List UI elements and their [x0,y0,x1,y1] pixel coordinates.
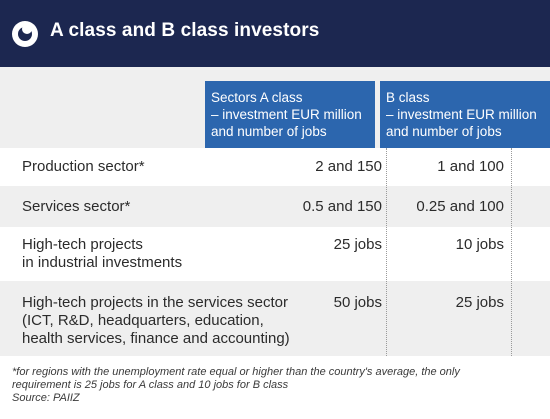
column-header-line: – investment EUR million [386,107,537,122]
table-row-band [0,281,550,356]
cell-a-high-tech-services: 50 jobs [333,294,382,311]
column-header-line: and number of jobs [211,124,327,139]
column-divider [386,148,387,356]
column-divider [511,148,512,356]
row-label-high-tech-services: High-tech projects in the services secto… [22,294,290,347]
column-header-b-class: B class – investment EUR million and num… [380,81,550,148]
logo-icon [12,21,38,47]
row-label-services-sector: Services sector* [22,198,131,215]
cell-b-high-tech-industrial: 10 jobs [455,236,504,253]
column-header-line: B class [386,90,430,105]
column-header-line: – investment EUR million [211,107,362,122]
cell-b-high-tech-services: 25 jobs [455,294,504,311]
row-label-high-tech-industrial: High-tech projects in industrial investm… [22,236,183,271]
column-header-a-class: Sectors A class – investment EUR million… [205,81,375,148]
footnote: *for regions with the unemployment rate … [12,366,542,405]
cell-a-production: 2 and 150 [315,158,382,175]
table-row-band [0,227,550,281]
cell-b-production: 1 and 100 [437,158,504,175]
footnote-line: *for regions with the unemployment rate … [12,366,460,378]
header-bar: A class and B class investors [0,0,550,67]
table-row-band [0,148,550,186]
table-row-band [0,186,550,227]
column-header-line: and number of jobs [386,124,502,139]
cell-a-services: 0.5 and 150 [302,198,382,215]
page-title: A class and B class investors [50,20,320,41]
footnote-line: requirement is 25 jobs for A class and 1… [12,379,289,391]
column-header-line: Sectors A class [211,90,303,105]
cell-b-services: 0.25 and 100 [416,198,504,215]
cell-a-high-tech-industrial: 25 jobs [333,236,382,253]
row-label-production-sector: Production sector* [22,158,145,175]
source-note: Source: PAIIZ [12,392,80,404]
